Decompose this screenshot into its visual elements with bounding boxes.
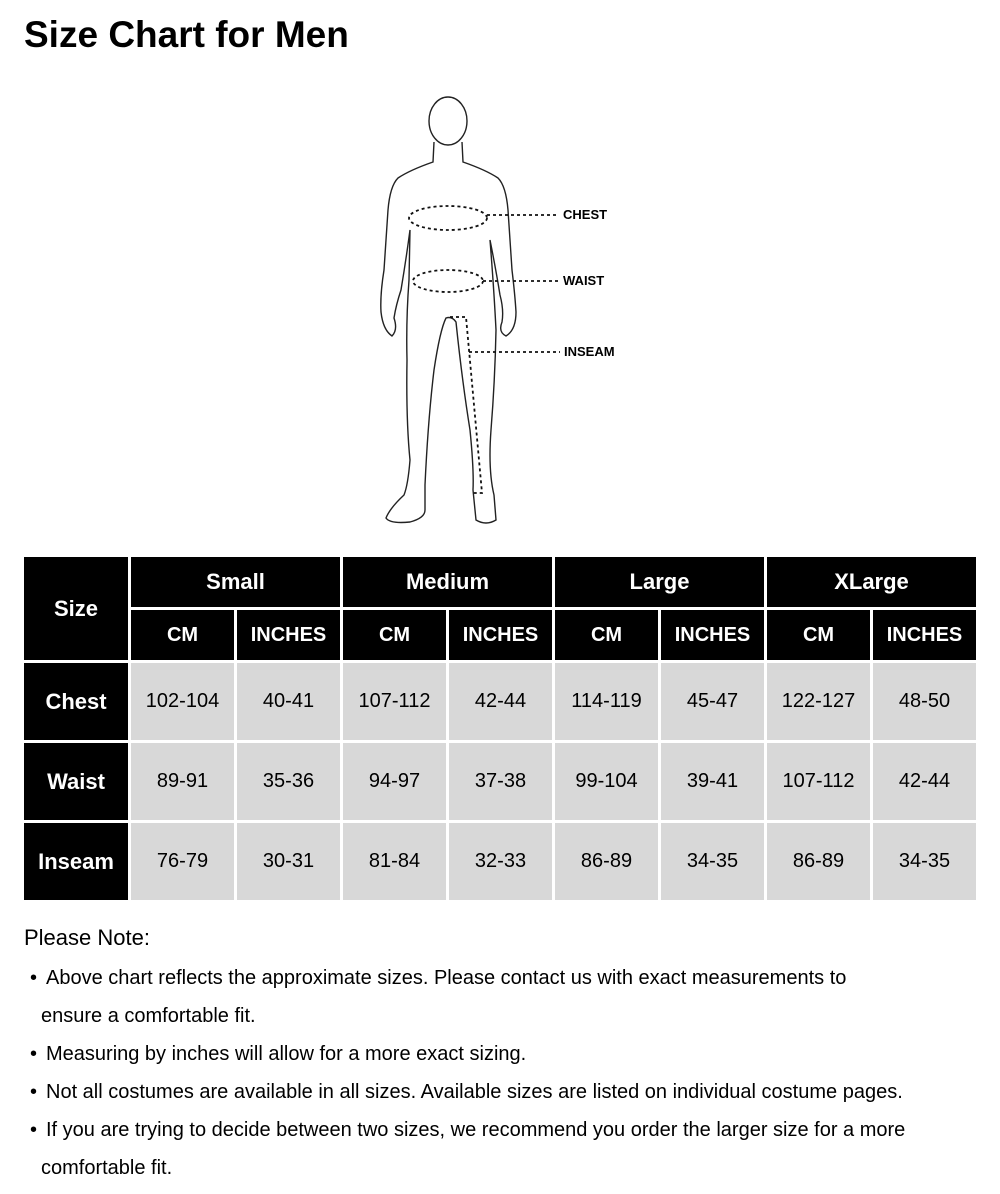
bullet-icon: • bbox=[30, 967, 38, 989]
note-text: Measuring by inches will allow for a mor… bbox=[46, 1043, 527, 1065]
unit-header-inches: INCHES bbox=[873, 610, 976, 660]
size-header-row: Size Small Medium Large XLarge bbox=[24, 557, 976, 660]
bullet-icon: • bbox=[30, 1081, 38, 1103]
unit-header-inches: INCHES bbox=[661, 610, 764, 660]
table-row-chest: Chest 102-104 40-41 107-112 42-44 114-119 45-4… bbox=[24, 663, 976, 740]
table-cell: 107-112 bbox=[343, 663, 446, 740]
table-cell: 81-84 bbox=[343, 823, 446, 900]
size-chart-table: Size Small Medium Large XLarge CM INCHES… bbox=[21, 554, 979, 903]
unit-header-cm: CM bbox=[767, 610, 870, 660]
chest-guide bbox=[408, 205, 488, 231]
table-cell: 34-35 bbox=[661, 823, 764, 900]
body-outline bbox=[380, 96, 517, 524]
waist-label: WAIST bbox=[563, 273, 604, 288]
size-corner-header: Size bbox=[24, 557, 128, 660]
note-text: Above chart reflects the approximate siz… bbox=[46, 967, 847, 989]
bullet-icon: • bbox=[30, 1043, 38, 1065]
note-item: • Measuring by inches will allow for a mo… bbox=[24, 1035, 984, 1073]
note-text: If you are trying to decide between two … bbox=[46, 1119, 906, 1141]
table-cell: 122-127 bbox=[767, 663, 870, 740]
table-cell: 94-97 bbox=[343, 743, 446, 820]
table-cell: 37-38 bbox=[449, 743, 552, 820]
notes-list: • Above chart reflects the approximate si… bbox=[24, 959, 984, 1187]
measurement-guides bbox=[408, 205, 560, 494]
note-item: • Not all costumes are available in all s… bbox=[24, 1073, 984, 1111]
table-row-inseam: Inseam 76-79 30-31 81-84 32-33 86-89 34-35 86-8… bbox=[24, 823, 976, 900]
table-cell: 86-89 bbox=[555, 823, 658, 900]
table-cell: 40-41 bbox=[237, 663, 340, 740]
table-cell: 86-89 bbox=[767, 823, 870, 900]
unit-header-row: CM INCHES CM INCHES CM INCHES CM INCHES bbox=[24, 610, 976, 660]
table-cell: 107-112 bbox=[767, 743, 870, 820]
table-cell: 48-50 bbox=[873, 663, 976, 740]
table-cell: 102-104 bbox=[131, 663, 234, 740]
table-cell: 89-91 bbox=[131, 743, 234, 820]
table-row-waist: Waist 89-91 35-36 94-97 37-38 99-104 39-41 107-… bbox=[24, 743, 976, 820]
unit-header-inches: INCHES bbox=[449, 610, 552, 660]
table-cell: 99-104 bbox=[555, 743, 658, 820]
inseam-label: INSEAM bbox=[564, 344, 615, 359]
table-cell: 45-47 bbox=[661, 663, 764, 740]
notes-title: Please Note: bbox=[24, 925, 150, 950]
size-header-xlarge: XLarge bbox=[767, 557, 976, 607]
chest-label: CHEST bbox=[563, 207, 607, 222]
row-header: Chest bbox=[24, 663, 128, 740]
table-cell: 35-36 bbox=[237, 743, 340, 820]
inseam-guide bbox=[450, 316, 483, 494]
page-title: Size Chart for Men bbox=[24, 14, 349, 55]
note-text: Not all costumes are available in all si… bbox=[46, 1081, 903, 1103]
table-cell: 76-79 bbox=[131, 823, 234, 900]
size-header-medium: Medium bbox=[343, 557, 552, 607]
table-cell: 42-44 bbox=[873, 743, 976, 820]
unit-header-cm: CM bbox=[131, 610, 234, 660]
bullet-icon: • bbox=[30, 1119, 38, 1141]
body-measurement-figure: CHEST WAIST INSEAM bbox=[380, 96, 615, 524]
unit-header-cm: CM bbox=[555, 610, 658, 660]
unit-header-inches: INCHES bbox=[237, 610, 340, 660]
note-item: • If you are trying to decide between two… bbox=[24, 1111, 984, 1187]
table-cell: 39-41 bbox=[661, 743, 764, 820]
unit-header-cm: CM bbox=[343, 610, 446, 660]
note-text: ensure a comfortable fit. bbox=[41, 1005, 256, 1027]
size-header-small: Small bbox=[131, 557, 340, 607]
size-header-large: Large bbox=[555, 557, 764, 607]
note-item: • Above chart reflects the approximate si… bbox=[24, 959, 984, 1035]
notes-section: Please Note: • Above chart reflects the a… bbox=[24, 925, 984, 1187]
table-cell: 34-35 bbox=[873, 823, 976, 900]
row-header: Inseam bbox=[24, 823, 128, 900]
table-cell: 32-33 bbox=[449, 823, 552, 900]
table-cell: 114-119 bbox=[555, 663, 658, 740]
row-header: Waist bbox=[24, 743, 128, 820]
table-cell: 30-31 bbox=[237, 823, 340, 900]
table-cell: 42-44 bbox=[449, 663, 552, 740]
waist-guide bbox=[412, 269, 484, 293]
note-text: comfortable fit. bbox=[41, 1157, 173, 1179]
